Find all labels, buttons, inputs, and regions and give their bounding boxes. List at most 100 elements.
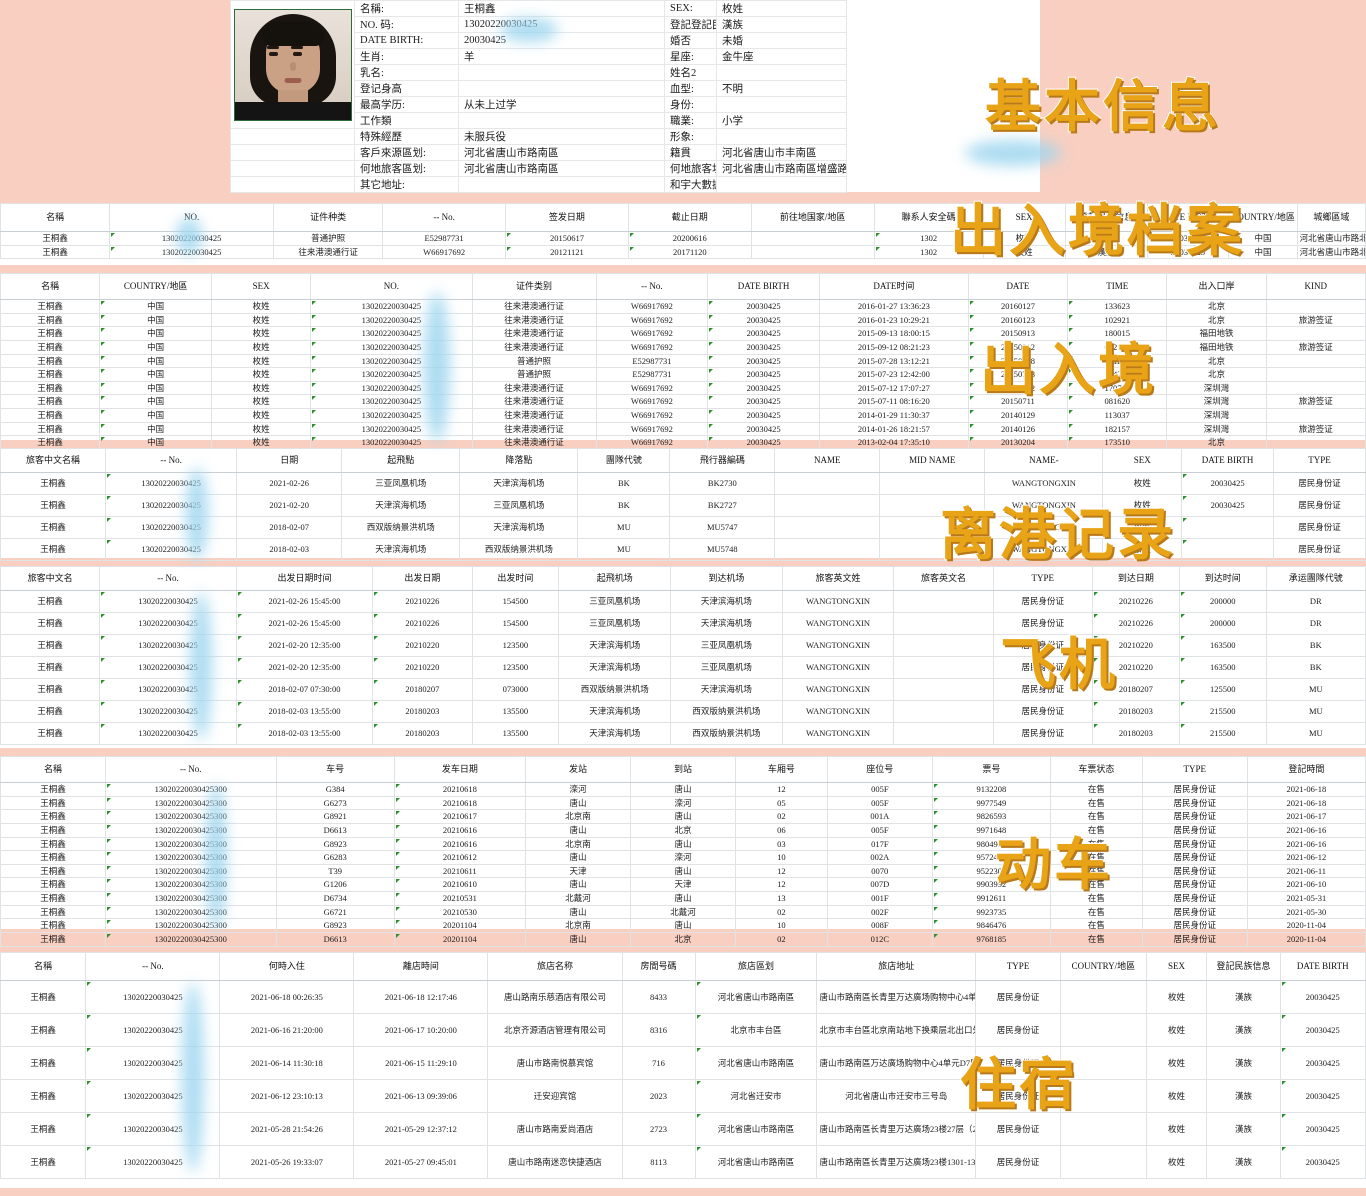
column-header-9[interactable]: DATE: [967, 273, 1069, 300]
column-header-12[interactable]: 登記時間: [1246, 756, 1366, 783]
column-header-10[interactable]: 车票状态: [1049, 756, 1143, 783]
column-header-11[interactable]: TYPE: [1141, 756, 1248, 783]
column-header-6[interactable]: 房間号碼: [621, 952, 696, 981]
column-header-6[interactable]: 截止日期: [627, 203, 752, 232]
table-row[interactable]: 王桐鑫 13020220030425300 G1206 20210610 唐山 天津 12 0…: [0, 877, 1366, 892]
table-row[interactable]: 王桐鑫 13020220030425300 G6721 20210530 唐山 北戴河 02…: [0, 904, 1366, 920]
table-row[interactable]: 王桐鑫 13020220030425300 T39 20210611 天津 唐山 12 007…: [0, 863, 1366, 879]
column-header-8[interactable]: 旅客英文姓: [781, 566, 895, 591]
column-header-6[interactable]: 到站: [629, 756, 736, 783]
table-row[interactable]: 王桐鑫 13020220030425 2021-02-20 12:35:00 2021…: [0, 634, 1366, 657]
column-header-11[interactable]: 出入口岸: [1166, 273, 1267, 300]
column-header-11[interactable]: SEX: [1102, 448, 1183, 473]
table-row[interactable]: 王桐鑫 13020220030425300 D6613 20210616 唐山 北京 06 0…: [0, 822, 1366, 838]
column-header-12[interactable]: COUNTRY/地區: [1228, 203, 1298, 232]
table-row[interactable]: 王桐鑫 13020220030425 2021-05-28 21:54:26 2021…: [0, 1112, 1366, 1146]
column-header-13[interactable]: 城鄉區域: [1296, 203, 1366, 232]
column-header-8[interactable]: 座位号: [826, 756, 933, 783]
column-header-7[interactable]: 飛行器編碼: [669, 448, 776, 473]
table-row[interactable]: 王桐鑫 13020220030425 2021-02-26 三亚凤凰机场 天津滨海机场 B…: [0, 472, 1366, 495]
column-header-7[interactable]: 旅店區划: [694, 952, 818, 981]
column-header-5[interactable]: 旅店名称: [487, 952, 623, 981]
column-header-10[interactable]: COUNTRY/地區: [1060, 952, 1147, 981]
table-row[interactable]: 王桐鑫 13020220030425 2018-02-03 天津滨海机场 西双版纳景洪机…: [0, 538, 1366, 561]
table-row[interactable]: 王桐鑫 13020220030425 2018-02-03 13:55:00 2018…: [0, 722, 1366, 745]
column-header-4[interactable]: -- No.: [382, 203, 507, 232]
table-row[interactable]: 王桐鑫 中国 枚姓 13020220030425 普通护照 E52987731 200304…: [0, 353, 1366, 369]
table-row[interactable]: 王桐鑫 中国 枚姓 13020220030425 普通护照 E52987731 200304…: [0, 367, 1366, 382]
column-header-8[interactable]: 旅店地址: [816, 952, 976, 981]
table-row[interactable]: 王桐鑫 13020220030425 2021-02-20 12:35:00 2021…: [0, 656, 1366, 679]
column-header-6[interactable]: 團隊代號: [577, 448, 671, 473]
column-header-12[interactable]: KIND: [1265, 273, 1366, 300]
column-header-1[interactable]: 名稱: [0, 756, 106, 783]
column-header-8[interactable]: DATE时间: [818, 273, 969, 300]
table-row[interactable]: 王桐鑫 13020220030425300 G6283 20210612 唐山 滦河 10 0…: [0, 850, 1366, 865]
column-header-8[interactable]: 聯系人安全碼: [873, 203, 984, 232]
table-row[interactable]: 王桐鑫 13020220030425 2021-06-16 21:20:00 2021…: [0, 1013, 1366, 1047]
column-header-11[interactable]: SEX: [1145, 952, 1208, 981]
column-header-1[interactable]: 旅客中文名: [0, 566, 101, 591]
table-row[interactable]: 王桐鑫 13020220030425 2021-05-26 19:33:07 2021…: [0, 1145, 1366, 1179]
column-header-10[interactable]: NAME-: [984, 448, 1104, 473]
column-header-4[interactable]: 出发日期: [372, 566, 473, 591]
column-header-7[interactable]: 到达机场: [670, 566, 783, 591]
table-row[interactable]: 王桐鑫 13020220030425 2021-02-20 天津滨海机场 三亚凤凰机场 B…: [0, 494, 1366, 517]
table-row[interactable]: 王桐鑫 13020220030425 2021-06-18 00:26:35 2021…: [0, 980, 1366, 1014]
column-header-7[interactable]: 前往地国家/地區: [750, 203, 875, 232]
table-row[interactable]: 王桐鑫 13020220030425 2018-02-07 07:30:00 2018…: [0, 678, 1366, 701]
table-row[interactable]: 王桐鑫 13020220030425 2018-02-07 西双版纳景洪机场 天津滨海机…: [0, 516, 1366, 539]
column-header-9[interactable]: MID NAME: [879, 448, 986, 473]
table-row[interactable]: 王桐鑫 13020220030425300 G384 20210618 滦河 唐山 12 00…: [0, 782, 1366, 797]
column-header-4[interactable]: NO.: [310, 273, 473, 300]
column-header-4[interactable]: 发车日期: [393, 756, 526, 783]
table-row[interactable]: 王桐鑫 13020220030425 2021-06-12 23:10:13 2021…: [0, 1079, 1366, 1113]
column-header-4[interactable]: 離店時间: [353, 952, 489, 981]
table-row[interactable]: 王桐鑫 13020220030425300 G8923 20201104 北京南 唐山 10…: [0, 918, 1366, 933]
column-header-2[interactable]: NO.: [109, 203, 274, 232]
table-row[interactable]: 王桐鑫 13020220030425300 G8923 20210616 北京南 唐山 03…: [0, 836, 1366, 852]
column-header-10[interactable]: TYPE: [992, 566, 1093, 591]
table-row[interactable]: 王桐鑫 13020220030425 普通护照 E52987731 20150617 20…: [0, 231, 1366, 246]
column-header-13[interactable]: 承运團隊代號: [1265, 566, 1366, 591]
column-header-10[interactable]: 登記民族信息: [1064, 203, 1148, 232]
table-row[interactable]: 王桐鑫 13020220030425 2018-02-03 13:55:00 2018…: [0, 700, 1366, 723]
column-header-3[interactable]: 何時入住: [219, 952, 355, 981]
column-header-2[interactable]: -- No.: [104, 756, 277, 783]
table-row[interactable]: 王桐鑫 13020220030425300 G6273 20210618 唐山 滦河 05 0…: [0, 795, 1366, 811]
column-header-9[interactable]: 旅客英文名: [893, 566, 994, 591]
column-header-3[interactable]: 证件种类: [272, 203, 384, 232]
column-header-3[interactable]: 车号: [275, 756, 395, 783]
column-header-7[interactable]: DATE BIRTH: [707, 273, 820, 300]
column-header-5[interactable]: 证件类别: [471, 273, 597, 300]
table-row[interactable]: 王桐鑫 13020220030425 2021-06-14 11:30:18 2021…: [0, 1046, 1366, 1080]
column-header-9[interactable]: 票号: [931, 756, 1051, 783]
table-row[interactable]: 王桐鑫 13020220030425300 G8921 20210617 北京南 唐山 02…: [0, 809, 1366, 824]
column-header-1[interactable]: 名稱: [0, 273, 101, 300]
column-header-1[interactable]: 旅客中文名稱: [0, 448, 106, 473]
column-header-1[interactable]: 名稱: [0, 952, 87, 981]
column-header-2[interactable]: -- No.: [85, 952, 221, 981]
column-header-11[interactable]: 到达日期: [1091, 566, 1180, 591]
column-header-9[interactable]: TYPE: [974, 952, 1062, 981]
column-header-12[interactable]: 到达时间: [1178, 566, 1267, 591]
column-header-8[interactable]: NAME: [774, 448, 881, 473]
table-row[interactable]: 王桐鑫 13020220030425 2021-02-26 15:45:00 2021…: [0, 612, 1366, 635]
column-header-6[interactable]: -- No.: [595, 273, 709, 300]
column-header-4[interactable]: 起飛點: [341, 448, 461, 473]
column-header-7[interactable]: 车厢号: [734, 756, 828, 783]
column-header-2[interactable]: -- No.: [104, 448, 238, 473]
table-row[interactable]: 王桐鑫 13020220030425300 D6613 20201104 唐山 北京 02 0…: [0, 931, 1366, 947]
column-header-1[interactable]: 名稱: [0, 203, 111, 232]
column-header-5[interactable]: 签发日期: [505, 203, 629, 232]
column-header-2[interactable]: COUNTRY/地區: [99, 273, 212, 300]
column-header-11[interactable]: DATE BIRTH: [1146, 203, 1230, 232]
column-header-12[interactable]: 登記民族信息: [1206, 952, 1281, 981]
